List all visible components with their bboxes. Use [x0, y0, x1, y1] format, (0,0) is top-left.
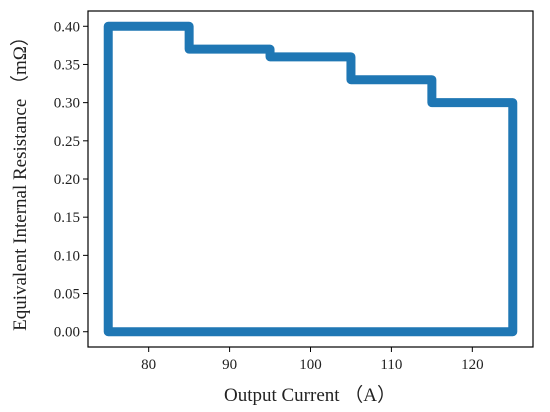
y-tick-label: 0.40 — [54, 19, 80, 35]
y-tick-label: 0.00 — [54, 325, 80, 341]
x-tick-label: 100 — [299, 357, 322, 373]
y-tick-label: 0.35 — [54, 57, 80, 73]
x-axis: 80 90 100 110 120 — [141, 347, 484, 373]
y-tick-label: 0.15 — [54, 210, 80, 226]
y-tick-label: 0.30 — [54, 96, 80, 112]
y-tick-label: 0.20 — [54, 172, 80, 188]
x-axis-title: Output Current （A） — [224, 384, 396, 406]
y-tick-label: 0.10 — [54, 248, 80, 264]
series-layer — [103, 21, 518, 337]
y-tick-label: 0.25 — [54, 134, 80, 150]
series-line-0 — [103, 21, 518, 337]
y-tick-label: 0.05 — [54, 287, 80, 303]
plot-frame — [87, 10, 534, 348]
x-tick-label: 80 — [141, 357, 156, 373]
x-tick-label: 90 — [222, 357, 237, 373]
y-axis-title: Equivalent Internal Resistance （mΩ） — [9, 27, 31, 331]
y-axis: 0.00 0.05 0.10 0.15 0.20 0.25 0.30 0.35 0.40 — [54, 19, 88, 341]
x-tick-label: 120 — [461, 357, 484, 373]
x-tick-label: 110 — [380, 357, 402, 373]
